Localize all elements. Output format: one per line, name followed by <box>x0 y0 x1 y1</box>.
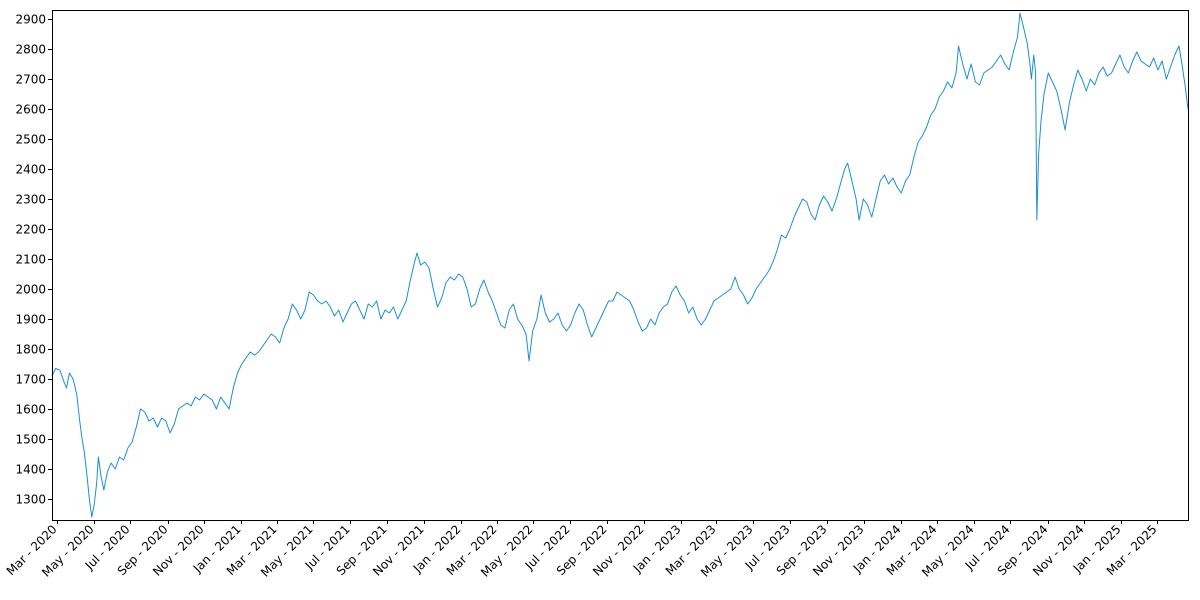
y-tick-label: 2400 <box>15 163 46 177</box>
series-line-0 <box>51 12 1189 518</box>
y-tick-label: 2800 <box>15 43 46 57</box>
y-tick-label: 1500 <box>15 433 46 447</box>
y-tick-label: 2600 <box>15 103 46 117</box>
y-tick-label: 2100 <box>15 253 46 267</box>
y-tick-label: 2300 <box>15 193 46 207</box>
y-tick-label: 2000 <box>15 283 46 297</box>
y-tick-label: 1400 <box>15 463 46 477</box>
y-tick-label: 1900 <box>15 313 46 327</box>
y-tick-label: 2700 <box>15 73 46 87</box>
plot-area <box>51 10 1189 521</box>
axes-frame <box>52 10 1189 521</box>
y-tick-label: 1800 <box>15 343 46 357</box>
y-tick-label: 2200 <box>15 223 46 237</box>
y-axis: 1300 1400 1500 1600 1700 1800 1900 2000 2100 2200… <box>15 13 52 507</box>
y-tick-label: 2900 <box>15 13 46 27</box>
y-tick-label: 2500 <box>15 133 46 147</box>
y-tick-label: 1600 <box>15 403 46 417</box>
y-tick-label: 1700 <box>15 373 46 387</box>
y-tick-label: 1300 <box>15 493 46 507</box>
